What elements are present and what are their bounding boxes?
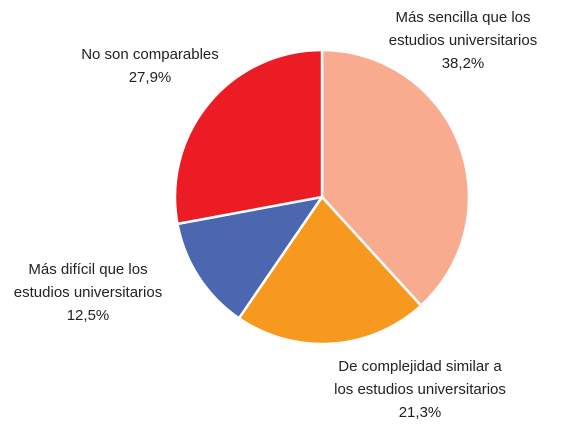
category-label: De complejidad similar a los estudios un…: [334, 358, 506, 398]
slice-label: De complejidad similar a los estudios un…: [310, 355, 530, 424]
pie-slice: [173, 48, 324, 226]
slice-label: No son comparables 27,9%: [65, 43, 235, 89]
pie-slice: [237, 195, 423, 346]
pie-slice: [176, 195, 324, 320]
value-label: 21,3%: [398, 404, 442, 421]
category-label: No son comparables: [81, 46, 219, 63]
category-label: Más difícil que los estudios universitar…: [13, 261, 163, 301]
slice-label: Más difícil que los estudios universitar…: [0, 258, 178, 327]
category-label: Más sencilla que los estudios universita…: [388, 9, 538, 49]
value-label: 12,5%: [66, 307, 110, 324]
value-label: 27,9%: [128, 69, 172, 86]
value-label: 38,2%: [441, 55, 485, 72]
slice-label: Más sencilla que los estudios universita…: [368, 6, 558, 75]
pie-slice: [320, 48, 471, 307]
